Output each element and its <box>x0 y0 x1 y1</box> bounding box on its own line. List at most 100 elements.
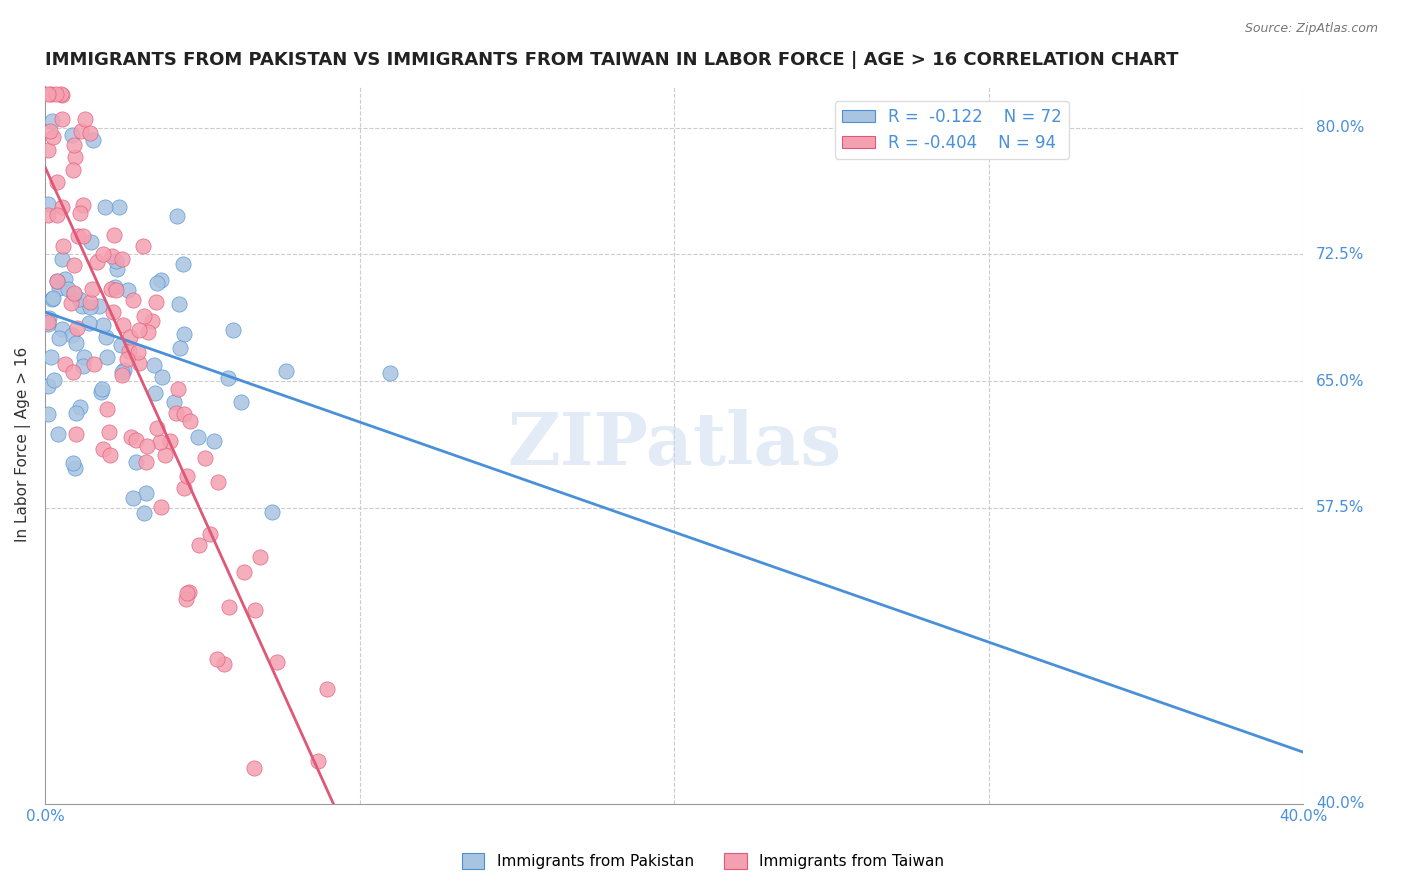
Point <box>159 434 181 448</box>
Point <box>198 527 221 541</box>
Text: IMMIGRANTS FROM PAKISTAN VS IMMIGRANTS FROM TAIWAN IN LABOR FORCE | AGE > 16 COR: IMMIGRANTS FROM PAKISTAN VS IMMIGRANTS F… <box>45 51 1178 69</box>
Y-axis label: In Labor Force | Age > 16: In Labor Force | Age > 16 <box>15 347 31 542</box>
Point <box>82 281 104 295</box>
Point <box>96 330 118 344</box>
Point <box>202 434 225 448</box>
Point <box>37 143 59 157</box>
Point <box>60 327 83 342</box>
Point <box>62 163 84 178</box>
Point <box>49 87 72 101</box>
Point <box>94 200 117 214</box>
Point <box>165 405 187 419</box>
Text: 80.0%: 80.0% <box>1316 120 1364 136</box>
Point <box>104 280 127 294</box>
Point <box>243 603 266 617</box>
Point <box>128 356 150 370</box>
Point <box>80 235 103 250</box>
Point <box>118 329 141 343</box>
Point <box>316 682 339 697</box>
Point <box>79 295 101 310</box>
Point <box>62 287 84 301</box>
Point <box>72 359 94 374</box>
Point <box>173 327 195 342</box>
Point <box>176 586 198 600</box>
Point <box>169 296 191 310</box>
Point <box>73 350 96 364</box>
Point <box>135 455 157 469</box>
Point <box>65 406 87 420</box>
Point <box>96 350 118 364</box>
Point <box>150 369 173 384</box>
Point <box>66 321 89 335</box>
Text: 72.5%: 72.5% <box>1316 247 1364 262</box>
Point <box>127 344 149 359</box>
Point <box>110 338 132 352</box>
Point <box>134 309 156 323</box>
Point <box>42 130 65 145</box>
Point <box>266 655 288 669</box>
Point <box>62 258 84 272</box>
Point <box>53 272 76 286</box>
Point <box>83 357 105 371</box>
Point <box>45 275 67 289</box>
Point <box>41 291 63 305</box>
Point <box>111 318 134 332</box>
Point <box>48 331 70 345</box>
Point <box>148 434 170 449</box>
Point <box>97 425 120 439</box>
Point <box>111 368 134 383</box>
Point <box>63 137 86 152</box>
Point <box>179 584 201 599</box>
Point <box>69 206 91 220</box>
Point <box>82 133 104 147</box>
Point <box>73 112 96 127</box>
Point <box>243 761 266 775</box>
Point <box>150 500 173 515</box>
Point <box>70 124 93 138</box>
Point <box>135 439 157 453</box>
Point <box>37 197 59 211</box>
Point <box>122 293 145 307</box>
Text: ZIPatlas: ZIPatlas <box>508 409 841 480</box>
Point <box>72 229 94 244</box>
Point <box>194 450 217 465</box>
Text: 40.0%: 40.0% <box>1316 797 1364 811</box>
Point <box>79 126 101 140</box>
Point <box>218 599 240 614</box>
Point <box>274 364 297 378</box>
Legend: R =  -0.122    N = 72, R = -0.404    N = 94: R = -0.122 N = 72, R = -0.404 N = 94 <box>835 101 1069 159</box>
Point <box>91 442 114 457</box>
Point <box>63 460 86 475</box>
Point <box>105 262 128 277</box>
Point <box>51 322 73 336</box>
Point <box>63 286 86 301</box>
Point <box>117 283 139 297</box>
Point <box>132 506 155 520</box>
Point <box>142 358 165 372</box>
Point <box>125 455 148 469</box>
Point <box>41 113 63 128</box>
Point <box>86 254 108 268</box>
Text: 40.0%: 40.0% <box>1279 809 1327 823</box>
Point <box>91 247 114 261</box>
Point <box>380 366 402 380</box>
Point <box>98 448 121 462</box>
Point <box>62 365 84 379</box>
Point <box>46 175 69 189</box>
Point <box>307 754 329 768</box>
Point <box>52 238 75 252</box>
Point <box>89 299 111 313</box>
Point <box>63 150 86 164</box>
Point <box>173 408 195 422</box>
Point <box>212 657 235 671</box>
Point <box>67 228 90 243</box>
Point <box>125 434 148 448</box>
Point <box>37 317 59 331</box>
Point <box>187 429 209 443</box>
Point <box>173 481 195 495</box>
Point <box>205 652 228 666</box>
Point <box>117 343 139 358</box>
Point <box>231 395 253 409</box>
Point <box>72 198 94 212</box>
Point <box>37 208 59 222</box>
